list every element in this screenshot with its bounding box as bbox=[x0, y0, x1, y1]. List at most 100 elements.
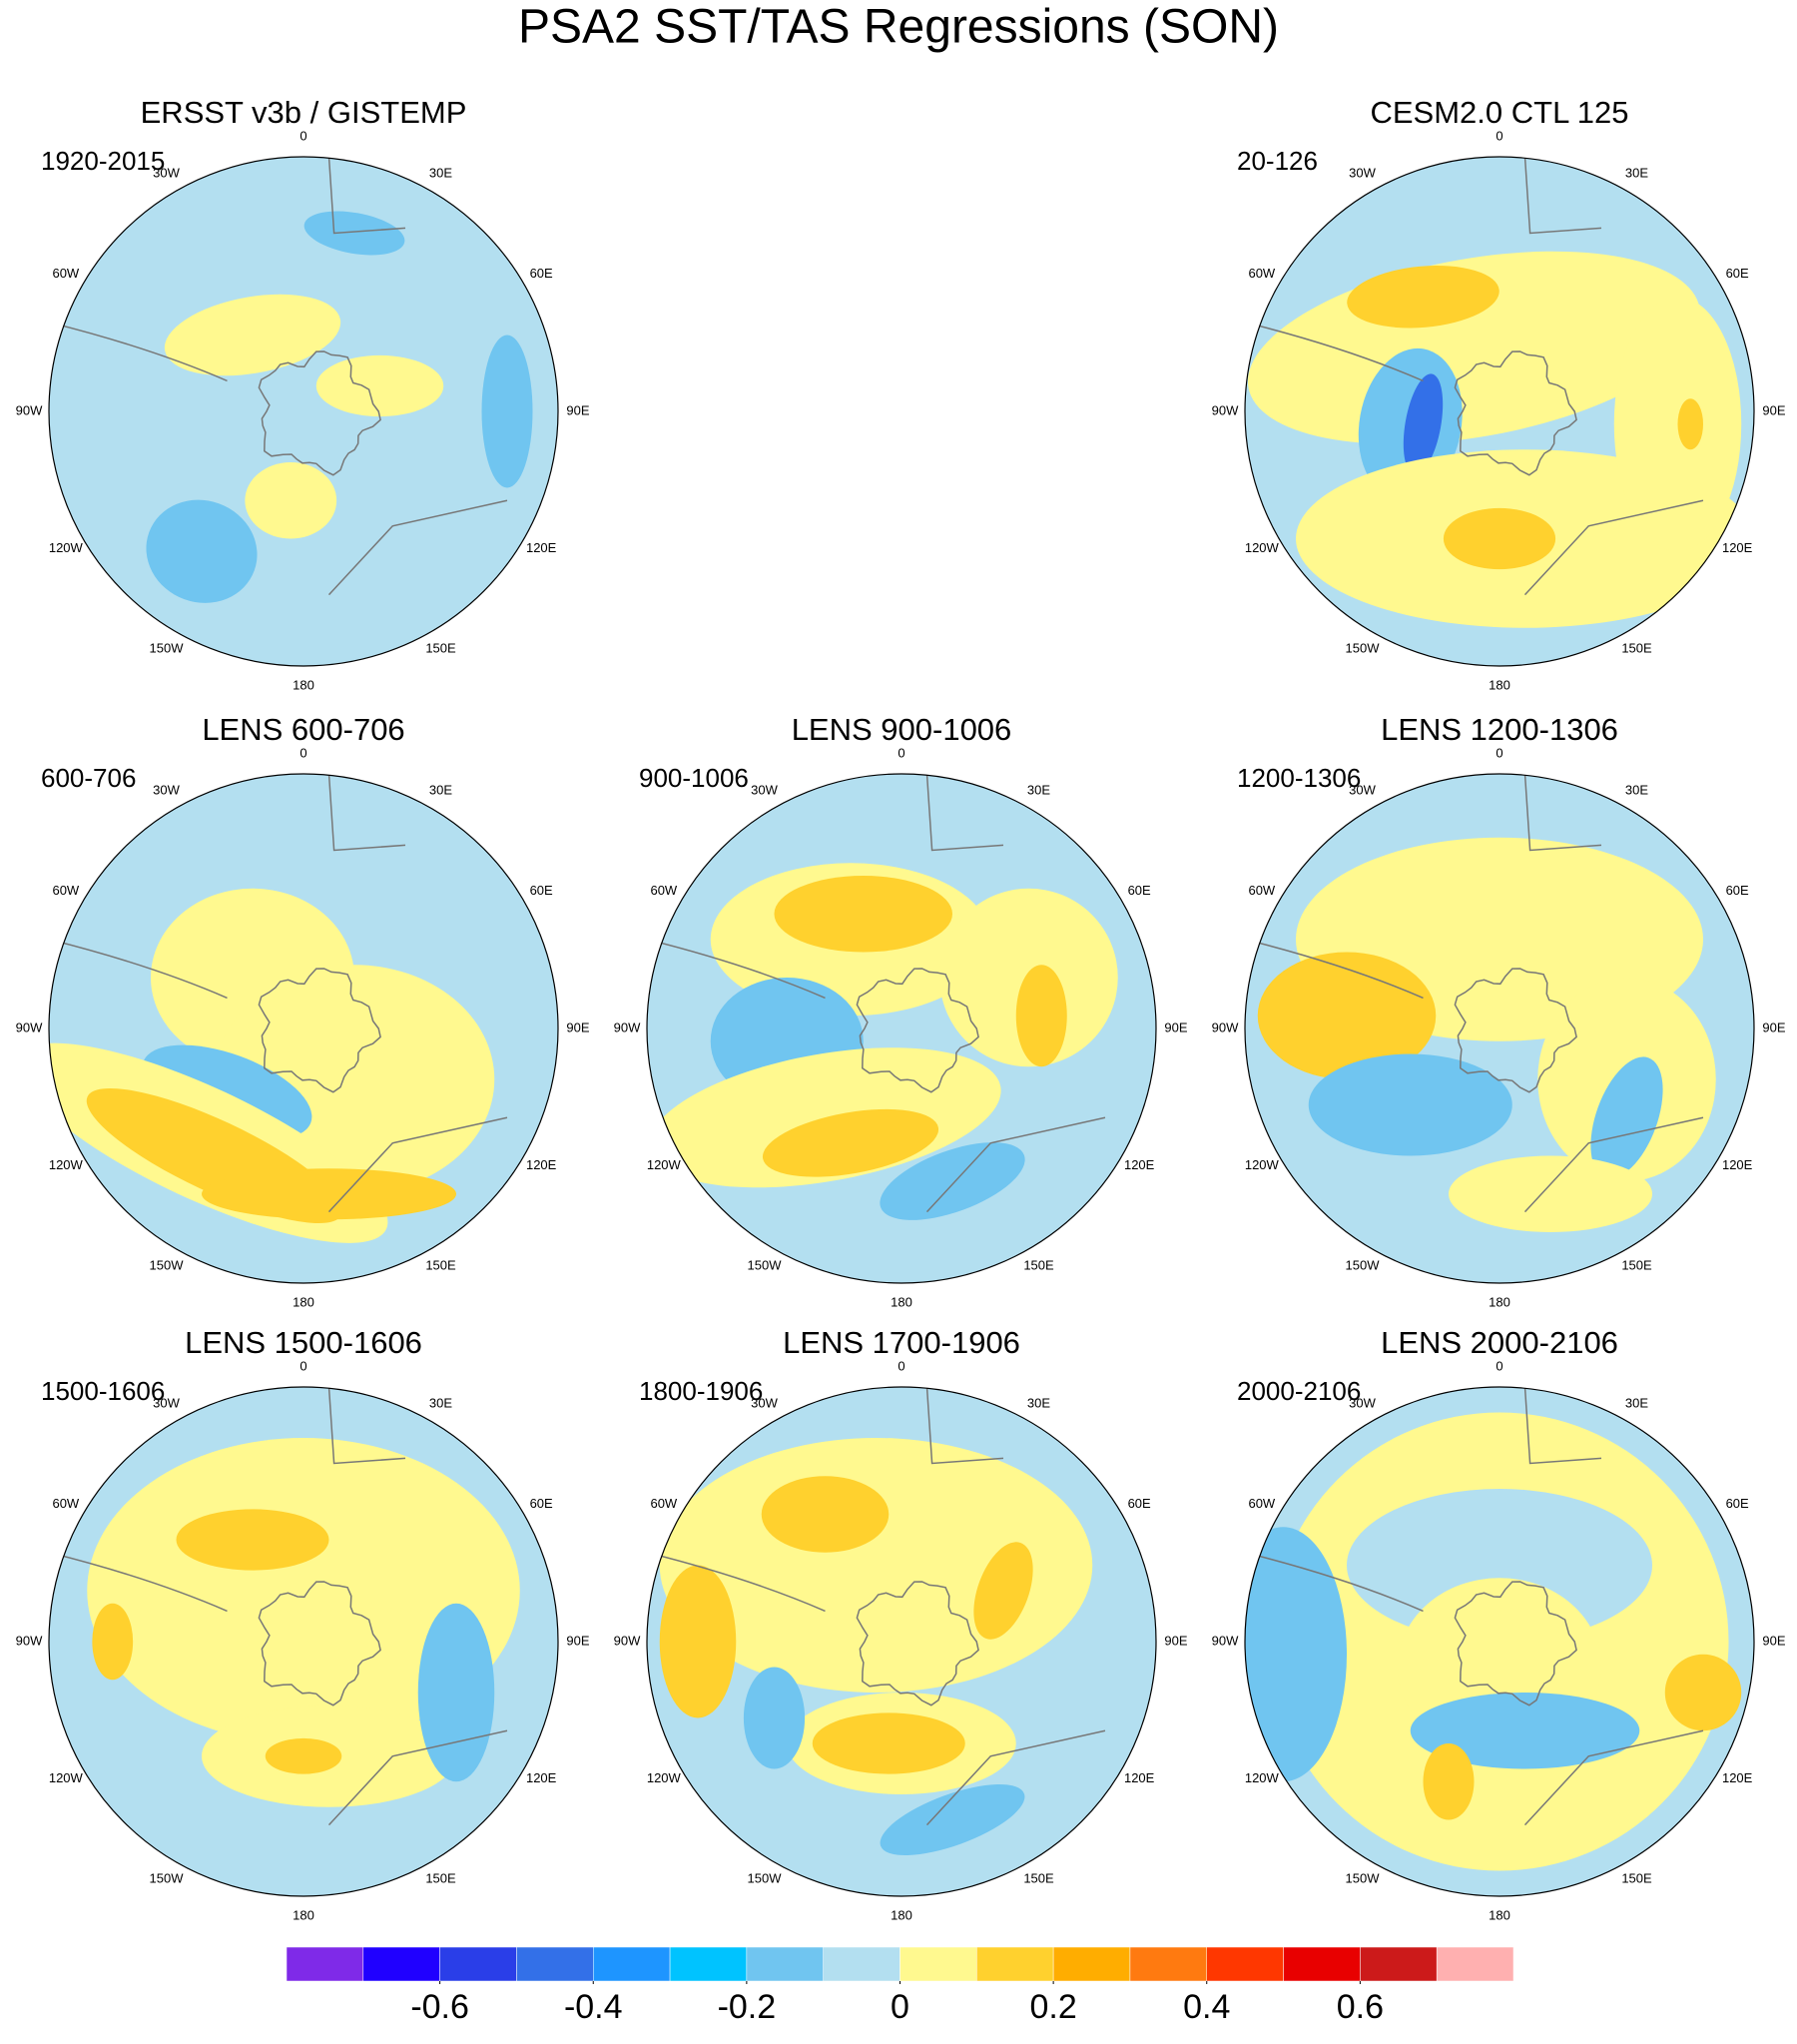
coastline bbox=[1523, 157, 1602, 235]
longitude-label: 90E bbox=[1164, 1633, 1187, 1648]
longitude-label: 150E bbox=[425, 1871, 456, 1886]
map-panel: LENS 1200-1306 1200-1306 0 30E 60E 90E 120E 150… bbox=[1212, 712, 1786, 1309]
colorbar-label: -0.6 bbox=[410, 1988, 469, 2026]
field-region bbox=[265, 1737, 342, 1774]
field-region bbox=[880, 1784, 1025, 1855]
longitude-label: 180 bbox=[1489, 1907, 1510, 1922]
longitude-label: 30W bbox=[1349, 782, 1376, 797]
field-region bbox=[1245, 1527, 1347, 1782]
coastline bbox=[327, 1729, 508, 1826]
panel-period: 900-1006 bbox=[639, 763, 749, 793]
colorbar-box bbox=[899, 1946, 977, 1982]
longitude-label: 120W bbox=[1245, 1770, 1280, 1785]
coastline bbox=[49, 322, 228, 382]
field-region bbox=[1449, 1155, 1652, 1232]
panel-period: 600-706 bbox=[41, 763, 136, 793]
longitude-label: 90E bbox=[566, 1020, 589, 1034]
map-border bbox=[48, 156, 559, 667]
longitude-label: 0 bbox=[1496, 128, 1502, 143]
coastline bbox=[925, 1729, 1106, 1826]
field-region bbox=[880, 1142, 1025, 1220]
longitude-label: 90W bbox=[614, 1020, 641, 1034]
colorbar-label: 0 bbox=[891, 1988, 909, 2026]
field-region bbox=[762, 1108, 939, 1177]
longitude-label: 180 bbox=[293, 677, 314, 692]
field-region bbox=[1677, 398, 1703, 450]
longitude-label: 180 bbox=[1489, 1294, 1510, 1309]
field-region bbox=[774, 876, 952, 953]
longitude-label: 150W bbox=[748, 1871, 783, 1886]
map-panel: LENS 600-706 600-706 0 30E 60E 90E 120E 150E 180… bbox=[16, 712, 590, 1309]
longitude-label: 30E bbox=[429, 165, 452, 180]
field-region bbox=[146, 499, 258, 603]
coastline bbox=[856, 968, 979, 1093]
longitude-label: 30W bbox=[153, 165, 180, 180]
longitude-label: 150E bbox=[425, 641, 456, 656]
map-field bbox=[1245, 157, 1754, 666]
coastline bbox=[1523, 774, 1602, 852]
colorbar-label: 0.4 bbox=[1183, 1988, 1230, 2026]
colorbar-label: -0.4 bbox=[564, 1988, 623, 2026]
field-region bbox=[245, 462, 337, 539]
coastline bbox=[647, 1552, 826, 1613]
field-region bbox=[1308, 1053, 1512, 1156]
longitude-label: 90W bbox=[16, 1633, 43, 1648]
longitude-label: 30E bbox=[1027, 1395, 1050, 1410]
longitude-label: 0 bbox=[300, 128, 306, 143]
longitude-label: 60W bbox=[52, 1496, 79, 1511]
map-field bbox=[49, 774, 558, 1283]
colorbar-box bbox=[669, 1946, 748, 1982]
longitude-label: 60W bbox=[52, 266, 79, 281]
longitude-label: 120W bbox=[49, 1770, 84, 1785]
longitude-label: 60E bbox=[530, 266, 553, 281]
longitude-label: 120E bbox=[526, 1770, 557, 1785]
map-border bbox=[1244, 773, 1755, 1284]
colorbar-box bbox=[1436, 1946, 1514, 1982]
colorbar-label: 0.2 bbox=[1029, 1988, 1076, 2026]
longitude-label: 60E bbox=[1128, 883, 1151, 898]
coastline bbox=[1523, 1729, 1704, 1826]
colorbar-box bbox=[593, 1946, 671, 1982]
panel-title: LENS 900-1006 bbox=[792, 712, 1012, 747]
map-border bbox=[646, 773, 1157, 1284]
field-region bbox=[1347, 266, 1499, 329]
field-region bbox=[176, 1509, 329, 1571]
longitude-label: 150E bbox=[1023, 1258, 1054, 1273]
longitude-label: 150W bbox=[150, 1258, 185, 1273]
field-region bbox=[92, 1603, 134, 1681]
longitude-label: 150W bbox=[150, 641, 185, 656]
coastline bbox=[49, 1552, 228, 1613]
coastline bbox=[1245, 939, 1424, 1000]
longitude-label: 120E bbox=[526, 1157, 557, 1172]
longitude-label: 150W bbox=[1346, 1258, 1381, 1273]
longitude-label: 90E bbox=[1762, 1020, 1785, 1034]
longitude-label: 180 bbox=[293, 1294, 314, 1309]
field-region bbox=[202, 1168, 456, 1220]
longitude-label: 60E bbox=[530, 1496, 553, 1511]
field-region bbox=[1664, 1654, 1742, 1731]
colorbar-box bbox=[1283, 1946, 1361, 1982]
map-panel: CESM2.0 CTL 125 20-126 0 30E 60E 90E 120E 150E 1… bbox=[1212, 95, 1786, 692]
longitude-label: 30E bbox=[1027, 782, 1050, 797]
longitude-label: 120E bbox=[1722, 540, 1753, 555]
longitude-label: 90W bbox=[16, 1020, 43, 1034]
longitude-label: 60W bbox=[1248, 883, 1275, 898]
longitude-label: 150E bbox=[1621, 1258, 1652, 1273]
longitude-label: 60E bbox=[1128, 1496, 1151, 1511]
longitude-label: 90E bbox=[1762, 1633, 1785, 1648]
longitude-label: 30W bbox=[1349, 165, 1376, 180]
longitude-label: 30W bbox=[153, 1395, 180, 1410]
longitude-label: 120E bbox=[1722, 1157, 1753, 1172]
panel-period: 1800-1906 bbox=[639, 1376, 763, 1406]
longitude-label: 120W bbox=[647, 1157, 682, 1172]
longitude-label: 150E bbox=[1621, 1871, 1652, 1886]
longitude-label: 180 bbox=[293, 1907, 314, 1922]
colorbar-box bbox=[516, 1946, 594, 1982]
field-region bbox=[973, 1542, 1033, 1640]
longitude-label: 60E bbox=[530, 883, 553, 898]
coastline bbox=[258, 1581, 381, 1706]
panel-period: 2000-2106 bbox=[1237, 1376, 1361, 1406]
coastline bbox=[1523, 1387, 1602, 1465]
longitude-label: 30W bbox=[751, 1395, 778, 1410]
